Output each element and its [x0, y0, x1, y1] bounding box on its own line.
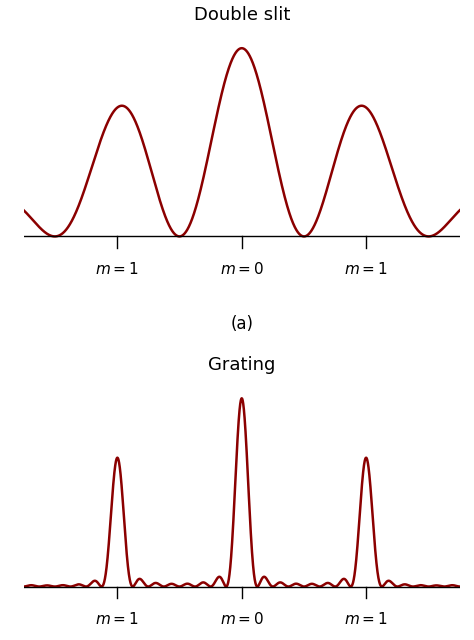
Title: Grating: Grating	[208, 356, 275, 374]
Text: $m = 1$: $m = 1$	[95, 261, 139, 277]
Text: $m = 0$: $m = 0$	[219, 261, 264, 277]
Text: $m = 0$: $m = 0$	[219, 611, 264, 627]
Text: (a): (a)	[230, 315, 253, 333]
Text: $m = 1$: $m = 1$	[345, 261, 388, 277]
Title: Double slit: Double slit	[193, 6, 290, 24]
Text: $m = 1$: $m = 1$	[345, 611, 388, 627]
Text: $m = 1$: $m = 1$	[95, 611, 139, 627]
